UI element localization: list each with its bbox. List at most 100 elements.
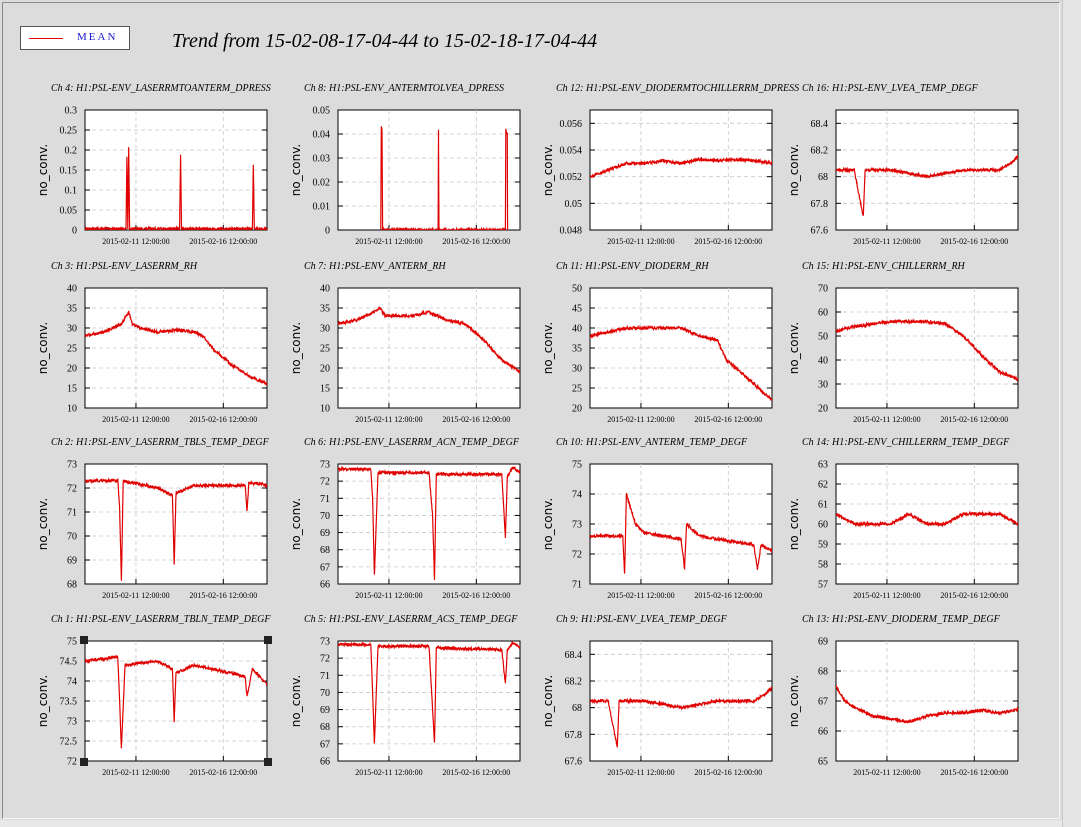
y-tick-label: 73 xyxy=(320,460,330,471)
y-tick-label: 74.5 xyxy=(60,657,78,668)
x-tick-label: 2015-02-11 12:00:00 xyxy=(607,591,674,600)
y-tick-label: 62 xyxy=(818,480,828,491)
y-axis-label: no_conv. xyxy=(541,498,555,550)
x-tick-label: 2015-02-16 12:00:00 xyxy=(189,415,257,424)
x-tick-label: 2015-02-11 12:00:00 xyxy=(102,415,169,424)
chart-panel: Ch 13: H1:PSL-ENV_DIODERM_TEMP_DEGF 65 66 6… xyxy=(787,614,1019,777)
y-tick-label: 72 xyxy=(320,477,330,488)
series-line-mean xyxy=(590,324,772,401)
x-tick-label: 2015-02-16 12:00:00 xyxy=(442,591,510,600)
series-line-mean xyxy=(85,654,267,749)
legend-label: MEAN xyxy=(77,31,118,43)
y-tick-label: 67 xyxy=(320,739,330,750)
chart-title: Ch 4: H1:PSL-ENV_LASERRMTOANTERM_DPRESS xyxy=(51,83,271,94)
y-tick-label: 71 xyxy=(320,494,330,505)
x-tick-label: 2015-02-11 12:00:00 xyxy=(853,768,920,777)
y-tick-label: 0.3 xyxy=(65,106,78,117)
chart-panel: Ch 12: H1:PSL-ENV_DIODERMTOCHILLERRM_DPR… xyxy=(541,83,799,246)
series-line-mean xyxy=(836,154,1018,216)
y-tick-label: 66 xyxy=(320,580,330,591)
y-tick-label: 0.056 xyxy=(560,119,583,130)
y-tick-label: 70 xyxy=(320,511,330,522)
y-tick-label: 15 xyxy=(67,384,77,395)
y-tick-label: 68.4 xyxy=(811,119,829,130)
y-tick-label: 15 xyxy=(320,384,330,395)
y-tick-label: 57 xyxy=(818,580,828,591)
selection-handle[interactable] xyxy=(264,758,272,766)
x-tick-label: 2015-02-16 12:00:00 xyxy=(940,415,1008,424)
y-tick-label: 10 xyxy=(67,404,77,415)
series-line-mean xyxy=(338,465,520,580)
y-tick-label: 67.6 xyxy=(565,757,583,768)
x-tick-label: 2015-02-16 12:00:00 xyxy=(189,591,257,600)
legend-box[interactable]: MEAN xyxy=(20,26,130,50)
y-tick-label: 66 xyxy=(818,727,828,738)
y-tick-label: 68 xyxy=(320,545,330,556)
x-tick-label: 2015-02-11 12:00:00 xyxy=(355,415,422,424)
x-tick-label: 2015-02-16 12:00:00 xyxy=(940,237,1008,246)
y-axis-label: no_conv. xyxy=(36,322,50,374)
y-tick-label: 0.02 xyxy=(313,178,331,189)
y-axis-label: no_conv. xyxy=(36,144,50,196)
series-line-mean xyxy=(85,477,267,581)
y-axis-label: no_conv. xyxy=(36,675,50,727)
chart-title: Ch 6: H1:PSL-ENV_LASERRM_ACN_TEMP_DEGF xyxy=(304,437,520,448)
selection-handle[interactable] xyxy=(80,636,88,644)
x-tick-label: 2015-02-16 12:00:00 xyxy=(442,415,510,424)
x-tick-label: 2015-02-11 12:00:00 xyxy=(853,237,920,246)
plots-svg: Ch 4: H1:PSL-ENV_LASERRMTOANTERM_DPRESS 0… xyxy=(36,83,1019,777)
x-tick-label: 2015-02-16 12:00:00 xyxy=(940,591,1008,600)
x-tick-label: 2015-02-16 12:00:00 xyxy=(442,768,510,777)
y-axis-label: no_conv. xyxy=(541,675,555,727)
vertical-scrollbar[interactable] xyxy=(1062,0,1081,827)
y-tick-label: 67 xyxy=(320,562,330,573)
x-tick-label: 2015-02-16 12:00:00 xyxy=(694,415,762,424)
chart-title: Ch 16: H1:PSL-ENV_LVEA_TEMP_DEGF xyxy=(802,83,979,94)
y-axis-label: no_conv. xyxy=(36,498,50,550)
y-tick-label: 69 xyxy=(320,528,330,539)
horizontal-scrollbar[interactable] xyxy=(0,820,1062,827)
y-tick-label: 72 xyxy=(67,757,77,768)
series-line-mean xyxy=(338,641,520,744)
y-tick-label: 73 xyxy=(572,520,582,531)
y-tick-label: 0.05 xyxy=(60,206,78,217)
y-tick-label: 73 xyxy=(67,460,77,471)
y-tick-label: 0 xyxy=(325,226,330,237)
y-axis-label: no_conv. xyxy=(289,322,303,374)
x-tick-label: 2015-02-11 12:00:00 xyxy=(355,768,422,777)
y-tick-label: 66 xyxy=(320,757,330,768)
y-tick-label: 0.01 xyxy=(313,202,331,213)
y-tick-label: 25 xyxy=(67,344,77,355)
chart-title: Ch 2: H1:PSL-ENV_LASERRM_TBLS_TEMP_DEGF xyxy=(51,437,270,448)
plot-area xyxy=(84,463,268,585)
y-tick-label: 70 xyxy=(818,284,828,295)
x-tick-label: 2015-02-11 12:00:00 xyxy=(102,237,169,246)
chart-panel: Ch 14: H1:PSL-ENV_CHILLERRM_TEMP_DEGF 57 5… xyxy=(787,437,1019,600)
y-tick-label: 40 xyxy=(818,356,828,367)
series-line-mean xyxy=(590,493,772,574)
y-tick-label: 73.5 xyxy=(60,697,78,708)
y-tick-label: 70 xyxy=(67,532,77,543)
series-line-mean xyxy=(836,318,1018,383)
y-tick-label: 68 xyxy=(320,722,330,733)
x-tick-label: 2015-02-16 12:00:00 xyxy=(189,237,257,246)
y-tick-label: 72.5 xyxy=(60,737,78,748)
y-tick-label: 0.25 xyxy=(60,126,78,137)
y-tick-label: 0.05 xyxy=(313,106,331,117)
chart-title: Ch 14: H1:PSL-ENV_CHILLERRM_TEMP_DEGF xyxy=(802,437,1010,448)
selection-handle[interactable] xyxy=(80,758,88,766)
y-tick-label: 0.15 xyxy=(60,166,78,177)
y-tick-label: 69 xyxy=(320,705,330,716)
y-axis-label: no_conv. xyxy=(541,144,555,196)
y-tick-label: 30 xyxy=(320,324,330,335)
y-tick-label: 20 xyxy=(572,404,582,415)
y-tick-label: 58 xyxy=(818,560,828,571)
y-tick-label: 25 xyxy=(572,384,582,395)
x-tick-label: 2015-02-16 12:00:00 xyxy=(694,768,762,777)
chart-panel: Ch 10: H1:PSL-ENV_ANTERM_TEMP_DEGF 71 72 73… xyxy=(541,437,773,600)
chart-title: Ch 12: H1:PSL-ENV_DIODERMTOCHILLERRM_DPR… xyxy=(556,83,799,94)
selection-handle[interactable] xyxy=(264,636,272,644)
y-tick-label: 0.054 xyxy=(560,146,583,157)
y-tick-label: 40 xyxy=(320,284,330,295)
